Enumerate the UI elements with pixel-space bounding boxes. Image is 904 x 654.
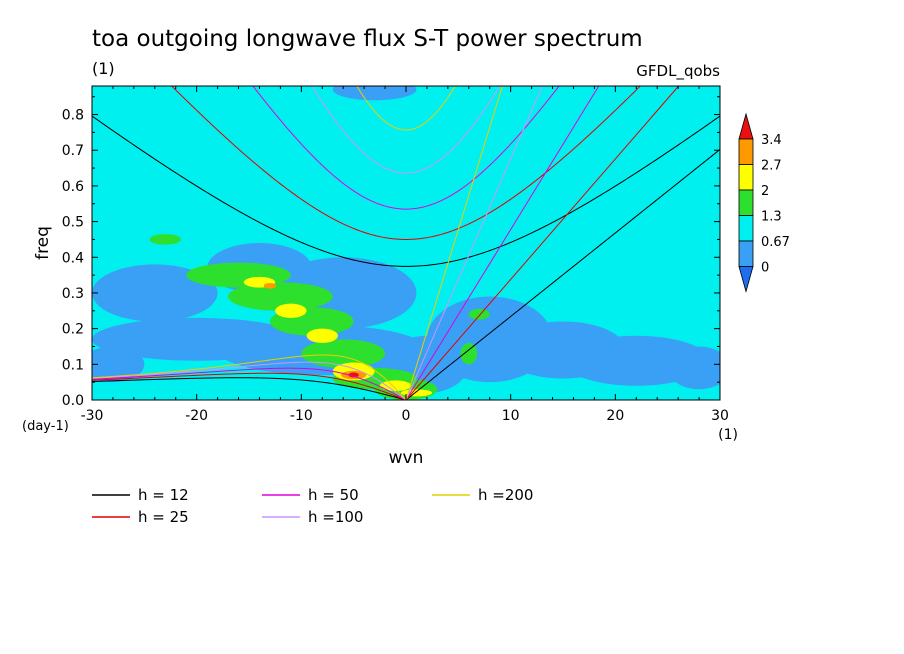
kelvin-curve — [405, 86, 543, 400]
y-tick-label: 0.6 — [62, 179, 84, 195]
gravity-curve — [252, 86, 560, 210]
colorbar-bottom-arrow — [738, 266, 754, 293]
x-tick-label: -10 — [290, 408, 313, 424]
x-tick-label: 30 — [711, 408, 729, 424]
legend-entry-label: h = 12 — [138, 486, 189, 504]
colorbar-segment — [738, 189, 754, 216]
field-patch — [92, 346, 145, 383]
rossby-curve — [92, 361, 407, 400]
field-patch — [667, 346, 720, 390]
x-tick-label: -30 — [81, 408, 104, 424]
y-tick-label: 0.8 — [62, 108, 84, 124]
field-patch — [149, 234, 181, 245]
colorbar-top-arrow — [738, 112, 754, 140]
colorbar-label: 1.3 — [761, 210, 782, 225]
rossby-curve — [92, 372, 407, 400]
legend-entry-label: h = 50 — [308, 486, 359, 504]
y-tick-label: 0.0 — [62, 393, 84, 409]
colorbar: 0 0.67 1.3 2 2.7 3.4 — [738, 112, 790, 293]
colorbar-segment — [738, 138, 754, 165]
spectrum-field — [92, 86, 720, 400]
kelvin-curve — [405, 149, 720, 400]
units-label: (1) — [92, 59, 115, 78]
x-tick-label: 20 — [606, 408, 624, 424]
field-patch — [468, 309, 490, 320]
y-tick-label: 0.2 — [62, 322, 84, 338]
colorbar-label: 3.4 — [761, 133, 782, 148]
kelvin-curve — [405, 86, 503, 400]
colorbar-segment — [738, 215, 754, 242]
x-units-label: (1) — [718, 427, 738, 443]
field-patch — [400, 389, 433, 397]
colorbar-label: 2 — [761, 184, 769, 199]
rossby-curve — [92, 367, 407, 400]
field-patch — [263, 282, 277, 289]
field-patch — [92, 264, 218, 322]
source-label: GFDL_qobs — [636, 62, 720, 81]
legend: h = 12 h = 25 h = 50 h =100 h =200 — [92, 486, 533, 526]
y-tick-label: 0.1 — [62, 357, 84, 373]
x-tick-label: -20 — [185, 408, 208, 424]
field-patch — [301, 339, 386, 368]
gravity-curve — [311, 86, 501, 174]
colorbar-label: 0.67 — [761, 235, 790, 250]
legend-entry-label: h =100 — [308, 508, 363, 526]
colorbar-label: 2.7 — [761, 159, 782, 174]
field-patch — [306, 328, 338, 343]
gravity-curve — [356, 86, 456, 131]
x-tick-label: 10 — [502, 408, 520, 424]
y-tick-label: 0.7 — [62, 143, 84, 159]
y-tick-label: 0.3 — [62, 286, 84, 302]
axes: -30 -20 -10 0 10 20 30 0.0 0.1 0.2 0.3 0.4 0.5 0.6 0.7… — [62, 86, 729, 424]
field-patch — [228, 282, 333, 311]
gravity-curve — [170, 86, 642, 240]
y-units-label: (day-1) — [22, 419, 69, 434]
field-patch — [460, 342, 478, 365]
colorbar-segment — [738, 164, 754, 191]
chart-title: toa outgoing longwave flux S-T power spe… — [92, 26, 643, 52]
dispersion-curves — [92, 86, 720, 400]
colorbar-segment — [738, 240, 754, 267]
field-patch — [379, 380, 412, 392]
gravity-curve — [92, 115, 720, 267]
field-patch — [332, 86, 417, 101]
colorbar-label: 0 — [761, 261, 769, 276]
rossby-curve — [92, 354, 407, 400]
x-axis-label: wvn — [389, 448, 424, 468]
legend-entry-label: h = 25 — [138, 508, 189, 526]
rossby-curve — [92, 377, 407, 400]
kelvin-curve — [405, 86, 680, 400]
y-tick-label: 0.4 — [62, 250, 84, 266]
field-patch — [348, 372, 359, 378]
legend-entry-label: h =200 — [478, 486, 533, 504]
x-tick-label: 0 — [402, 408, 411, 424]
y-axis-label: freq — [33, 226, 53, 260]
kelvin-curve — [405, 86, 600, 400]
field-patch — [275, 303, 307, 318]
y-tick-label: 0.5 — [62, 215, 84, 231]
